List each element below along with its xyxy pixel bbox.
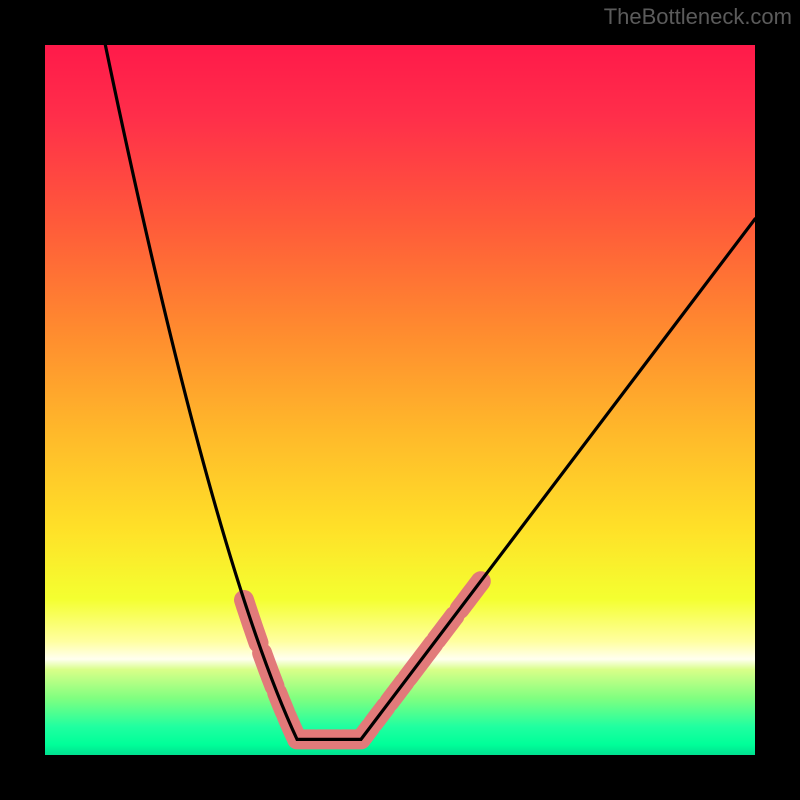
watermark-text: TheBottleneck.com [604, 4, 792, 30]
figure-stage: TheBottleneck.com [0, 0, 800, 800]
bottleneck-chart [0, 0, 800, 800]
